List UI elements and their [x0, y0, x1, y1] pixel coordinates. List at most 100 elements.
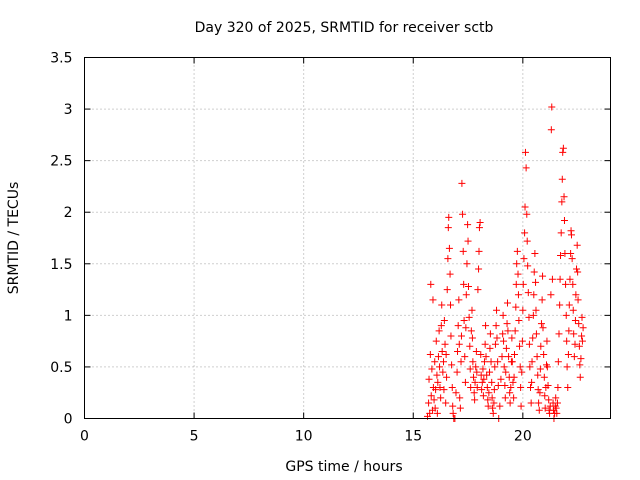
- data-point: [429, 296, 437, 304]
- data-point: [478, 386, 486, 394]
- data-point: [534, 371, 542, 379]
- data-point: [491, 363, 499, 371]
- data-point: [498, 353, 506, 361]
- data-point: [471, 378, 479, 386]
- data-point: [563, 363, 571, 371]
- data-point: [578, 337, 586, 345]
- data-point: [569, 306, 577, 314]
- data-point: [557, 229, 565, 237]
- data-point: [571, 317, 579, 325]
- data-point: [430, 396, 438, 404]
- data-point: [547, 291, 555, 299]
- data-point: [475, 265, 483, 273]
- data-point: [567, 249, 575, 257]
- data-point: [437, 394, 445, 402]
- data-point: [528, 378, 536, 386]
- data-point: [503, 320, 511, 328]
- data-point: [565, 327, 573, 335]
- data-point: [526, 363, 534, 371]
- data-point: [482, 322, 490, 330]
- data-point: [449, 409, 457, 417]
- data-point: [556, 301, 564, 309]
- data-point: [468, 306, 476, 314]
- data-point: [559, 144, 567, 152]
- data-point: [521, 148, 529, 156]
- data-point: [493, 306, 501, 314]
- data-point: [499, 330, 507, 338]
- axis-ticks: [84, 57, 611, 419]
- data-point: [532, 330, 540, 338]
- data-point: [543, 337, 551, 345]
- data-point: [486, 344, 494, 352]
- data-point: [563, 337, 571, 345]
- data-point: [466, 365, 474, 373]
- data-point: [473, 368, 481, 376]
- data-point: [527, 384, 535, 392]
- data-point: [554, 384, 562, 392]
- x-tick-label: 15: [404, 429, 422, 445]
- data-point: [503, 299, 511, 307]
- data-point: [467, 327, 475, 335]
- data-point: [462, 291, 470, 299]
- data-point: [501, 381, 509, 389]
- data-point: [578, 313, 586, 321]
- data-point: [494, 381, 502, 389]
- data-point: [464, 282, 472, 290]
- data-point: [523, 237, 531, 245]
- data-point: [517, 402, 525, 410]
- data-point: [436, 363, 444, 371]
- data-point: [533, 353, 541, 361]
- data-point: [457, 358, 465, 366]
- data-point: [460, 280, 468, 288]
- data-point: [480, 358, 488, 366]
- data-point: [529, 334, 537, 342]
- data-point: [486, 330, 494, 338]
- data-point: [432, 386, 440, 394]
- data-point: [518, 337, 526, 345]
- data-point: [434, 353, 442, 361]
- y-tick-label: 1: [64, 308, 73, 324]
- data-point: [447, 301, 455, 309]
- data-point: [516, 363, 524, 371]
- data-point: [445, 244, 453, 252]
- data-point: [529, 311, 537, 319]
- grid-lines: [84, 57, 611, 419]
- y-tick-label: 1.5: [50, 257, 72, 273]
- data-point: [537, 342, 545, 350]
- data-point: [539, 324, 547, 332]
- chart-title: Day 320 of 2025, SRMTID for receiver sct…: [195, 20, 494, 36]
- data-point: [468, 334, 476, 342]
- x-axis-label: GPS time / hours: [285, 459, 402, 475]
- data-point: [500, 337, 508, 345]
- data-point: [477, 351, 485, 359]
- data-point: [534, 386, 542, 394]
- data-point: [431, 358, 439, 366]
- data-point: [541, 392, 549, 400]
- data-point: [511, 351, 519, 359]
- data-point: [432, 337, 440, 345]
- data-point: [562, 280, 570, 288]
- data-point: [524, 289, 532, 297]
- data-point: [442, 351, 450, 359]
- data-point: [521, 203, 529, 211]
- data-point: [562, 311, 570, 319]
- data-point: [497, 375, 505, 383]
- data-point: [553, 409, 561, 417]
- data-point: [486, 368, 494, 376]
- data-point: [471, 396, 479, 404]
- data-point: [479, 365, 487, 373]
- data-point: [564, 351, 572, 359]
- x-tick-label: 10: [295, 429, 313, 445]
- data-point: [464, 237, 472, 245]
- data-point: [525, 313, 533, 321]
- data-point: [488, 394, 496, 402]
- data-point: [578, 332, 586, 340]
- data-point: [515, 317, 523, 325]
- data-point: [566, 275, 574, 283]
- data-point: [472, 347, 480, 355]
- data-point: [548, 275, 556, 283]
- data-point: [579, 324, 587, 332]
- data-point: [475, 224, 483, 232]
- data-point: [576, 373, 584, 381]
- data-point: [472, 363, 480, 371]
